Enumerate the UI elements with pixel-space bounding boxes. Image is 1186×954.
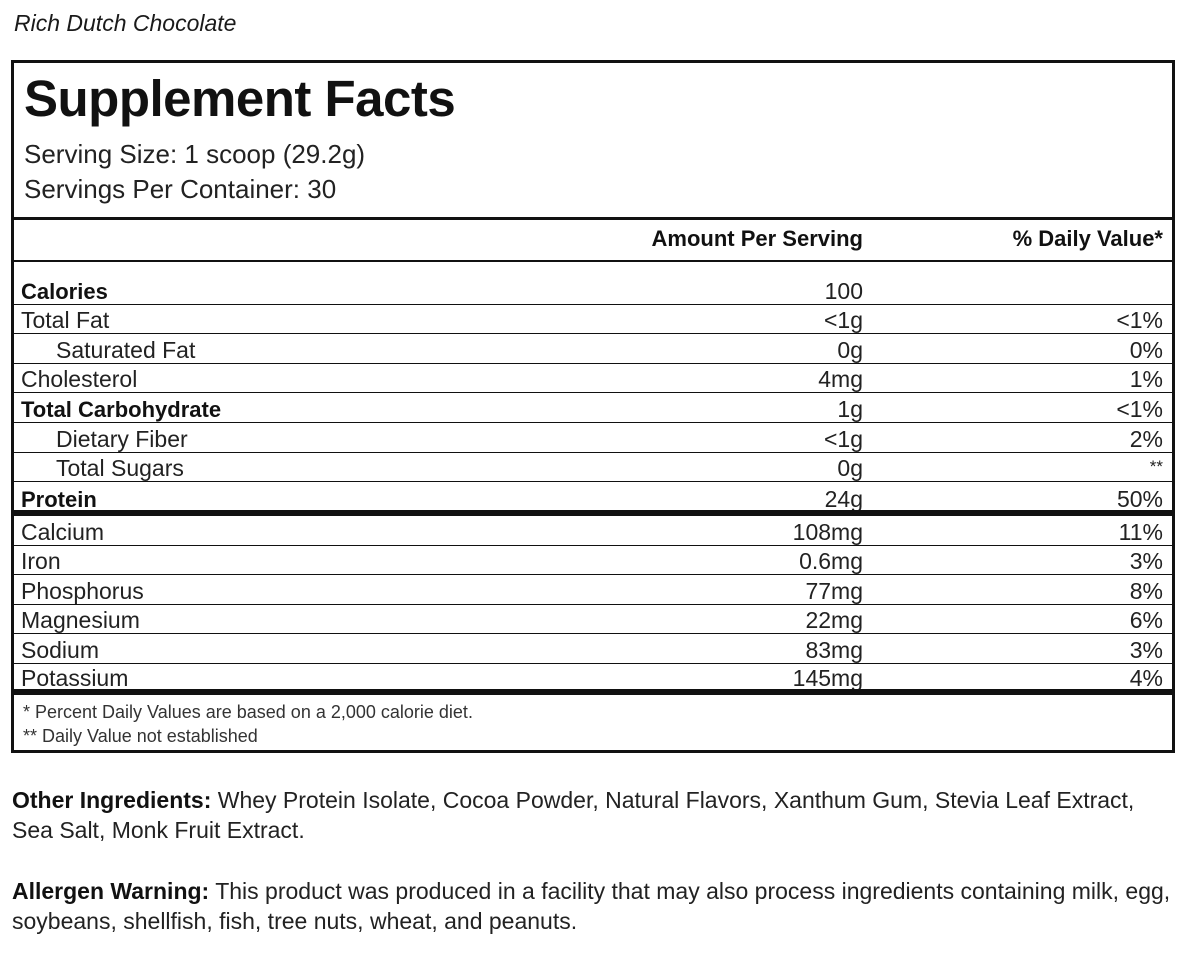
nutrient-row-cholesterol: Cholesterol 4mg 1% bbox=[14, 364, 1172, 394]
other-ingredients-label: Other Ingredients: bbox=[12, 787, 212, 813]
mineral-daily-value: 8% bbox=[1129, 577, 1163, 604]
mineral-row-iron: Iron 0.6mg 3% bbox=[14, 546, 1172, 576]
other-ingredients: Other Ingredients: Whey Protein Isolate,… bbox=[12, 785, 1177, 845]
mineral-name: Calcium bbox=[21, 518, 105, 545]
allergen-warning-text: This product was produced in a facility … bbox=[12, 878, 1171, 934]
mineral-daily-value: 3% bbox=[1129, 636, 1163, 663]
mineral-name: Potassium bbox=[21, 664, 129, 691]
nutrient-row-calories: Calories 100 bbox=[14, 275, 1172, 305]
nutrient-amount: 24g bbox=[824, 485, 863, 512]
divider bbox=[14, 260, 1172, 262]
nutrient-amount: 100 bbox=[824, 277, 863, 304]
thick-divider bbox=[14, 689, 1172, 695]
divider bbox=[14, 217, 1172, 220]
nutrient-row-total-sugars: Total Sugars 0g ** bbox=[14, 453, 1172, 483]
allergen-warning-label: Allergen Warning: bbox=[12, 878, 210, 904]
mineral-row-calcium: Calcium 108mg 11% bbox=[14, 516, 1172, 546]
servings-per-container: Servings Per Container: 30 bbox=[24, 174, 337, 204]
nutrient-daily-value: 0% bbox=[1129, 336, 1163, 363]
mineral-amount: 0.6mg bbox=[799, 548, 863, 575]
mineral-daily-value: 6% bbox=[1129, 607, 1163, 634]
nutrient-daily-value: <1% bbox=[1116, 395, 1163, 422]
nutrient-row-saturated-fat: Saturated Fat 0g 0% bbox=[14, 334, 1172, 364]
nutrient-amount: 0g bbox=[837, 336, 863, 363]
nutrient-daily-value: 1% bbox=[1129, 366, 1163, 393]
mineral-daily-value: 3% bbox=[1129, 548, 1163, 575]
nutrient-row-protein: Protein 24g 50% bbox=[14, 482, 1172, 512]
mineral-amount: 22mg bbox=[805, 607, 863, 634]
nutrient-name: Saturated Fat bbox=[56, 336, 196, 363]
mineral-row-phosphorus: Phosphorus 77mg 8% bbox=[14, 575, 1172, 605]
mineral-amount: 83mg bbox=[805, 636, 863, 663]
mineral-amount: 108mg bbox=[792, 518, 863, 545]
allergen-warning: Allergen Warning: This product was produ… bbox=[12, 876, 1177, 936]
mineral-row-magnesium: Magnesium 22mg 6% bbox=[14, 605, 1172, 635]
mineral-daily-value: 11% bbox=[1118, 518, 1163, 545]
mineral-name: Phosphorus bbox=[21, 577, 144, 604]
nutrient-amount: <1g bbox=[823, 307, 863, 334]
amount-per-serving-header: Amount Per Serving bbox=[651, 226, 863, 251]
nutrient-daily-value: 50% bbox=[1116, 485, 1163, 512]
mineral-row-potassium: Potassium 145mg 4% bbox=[14, 661, 1172, 691]
nutrient-name: Total Sugars bbox=[56, 455, 184, 482]
nutrient-row-dietary-fiber: Dietary Fiber <1g 2% bbox=[14, 423, 1172, 453]
mineral-daily-value: 4% bbox=[1129, 664, 1163, 691]
nutrient-amount: 4mg bbox=[818, 366, 863, 393]
nutrient-row-total-carbohydrate: Total Carbohydrate 1g <1% bbox=[14, 393, 1172, 423]
not-established-footnote: ** Daily Value not established bbox=[23, 726, 258, 746]
nutrient-name: Dietary Fiber bbox=[56, 425, 188, 452]
flavor-name: Rich Dutch Chocolate bbox=[14, 10, 237, 36]
nutrient-daily-value: ** bbox=[1149, 457, 1163, 477]
mineral-name: Magnesium bbox=[21, 607, 140, 634]
nutrient-row-total-fat: Total Fat <1g <1% bbox=[14, 305, 1172, 335]
other-ingredients-text: Whey Protein Isolate, Cocoa Powder, Natu… bbox=[12, 787, 1135, 843]
nutrient-name: Protein bbox=[21, 486, 97, 512]
nutrient-amount: 0g bbox=[837, 455, 863, 482]
nutrient-amount: 1g bbox=[837, 395, 863, 422]
nutrient-name: Total Carbohydrate bbox=[21, 396, 222, 422]
mineral-amount: 145mg bbox=[792, 664, 863, 691]
panel-title: Supplement Facts bbox=[24, 70, 456, 127]
daily-value-footnote: * Percent Daily Values are based on a 2,… bbox=[23, 702, 473, 722]
mineral-name: Iron bbox=[21, 548, 61, 575]
nutrient-daily-value: <1% bbox=[1116, 307, 1163, 334]
mineral-amount: 77mg bbox=[805, 577, 863, 604]
mineral-name: Sodium bbox=[21, 636, 99, 663]
nutrient-amount: <1g bbox=[823, 425, 863, 452]
daily-value-header: % Daily Value* bbox=[1012, 226, 1163, 251]
nutrient-name: Cholesterol bbox=[21, 366, 138, 393]
supplement-facts-panel: Supplement Facts Serving Size: 1 scoop (… bbox=[11, 60, 1175, 753]
nutrient-name: Calories bbox=[21, 278, 108, 304]
serving-size: Serving Size: 1 scoop (29.2g) bbox=[24, 139, 366, 169]
nutrient-daily-value: 2% bbox=[1129, 425, 1163, 452]
nutrient-name: Total Fat bbox=[21, 307, 110, 334]
mineral-row-sodium: Sodium 83mg 3% bbox=[14, 634, 1172, 664]
thick-divider bbox=[14, 510, 1172, 516]
